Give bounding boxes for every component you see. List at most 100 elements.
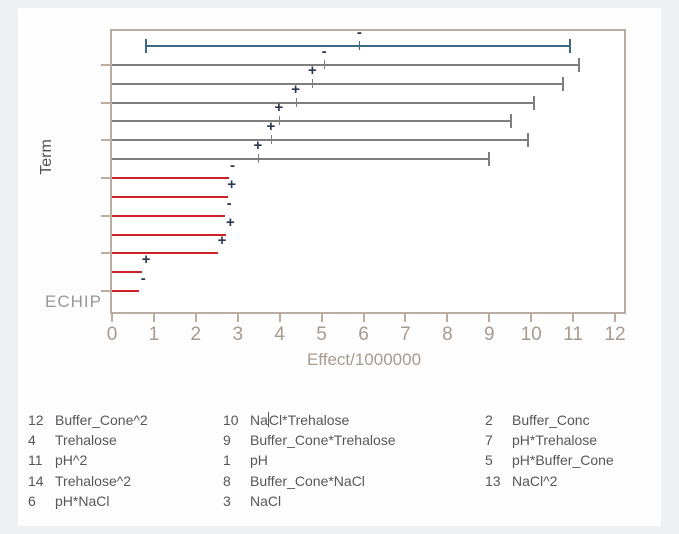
x-axis-tick [362,314,365,322]
y-axis-tick [101,214,110,217]
ci-upper-cap [533,95,536,110]
effect-sign: + [266,118,276,136]
effect-tick [278,116,280,126]
x-axis-tick-label: 4 [274,324,285,345]
legend-term-number: 14 [28,472,44,489]
effect-sign: + [227,175,237,193]
legend-term-number: 9 [223,432,231,449]
legend-term-label: Buffer_Cone*NaCl [250,472,365,489]
x-axis-tick-label: 3 [232,324,244,345]
legend-term-label: Buffer_Cone*Trehalose [250,432,396,449]
legend-item: 6 pH*NaCl [28,491,109,511]
y-axis-tick [101,101,110,104]
legend-term-label: pH [250,452,268,469]
effect-bar [112,233,227,236]
x-axis-tick-label: 11 [563,324,583,345]
ci-upper-cap [562,76,565,91]
legend-item: 12 Buffer_Cone^2 [28,410,148,430]
effect-bar [112,290,140,293]
legend-term-label: Buffer_Cone^2 [55,412,148,428]
ci-upper-cap [577,57,580,72]
legend-item: 9 Buffer_Cone*Trehalose [223,430,396,450]
effect-bar [145,45,571,47]
effect-bar [112,101,535,104]
legend-term-label: NaCl*Trehalose [250,412,350,428]
legend-term-number: 8 [223,472,231,489]
x-axis-tick [530,314,533,322]
x-axis-tick [152,314,155,322]
ci-upper-cap [509,114,512,129]
legend-term-label: Buffer_Conc [512,412,590,428]
effect-sign: + [274,99,284,117]
legend-item: 8 Buffer_Cone*NaCl [223,471,365,491]
x-axis-tick [194,314,197,322]
x-axis-tick [320,314,323,322]
ci-upper-cap [488,152,491,167]
effect-bar [112,63,579,66]
x-axis-tick-label: 12 [604,324,626,345]
legend-item: 2 Buffer_Conc [485,410,590,430]
effect-bar [112,214,226,217]
y-axis-title: Term [38,139,55,175]
x-axis-tick [278,314,281,322]
effect-sign: - [140,270,146,288]
legend-item: 7 pH*Trehalose [485,430,597,450]
effect-bar [112,158,490,161]
effect-bar [112,271,143,274]
y-axis-tick [101,176,110,179]
legend-item: 10 NaCl*Trehalose [223,410,349,430]
effect-sign: + [307,61,317,79]
text-cursor [267,412,269,427]
legend-item: 3 NaCl [223,491,281,511]
legend-term-number: 1 [223,452,231,469]
effect-tick [257,154,259,164]
effect-sign: - [356,24,362,41]
legend-term-number: 6 [28,492,36,509]
legend-item: 14 Trehalose^2 [28,471,131,491]
legend-term-number: 7 [485,432,493,449]
legend-item: 4 Trehalose [28,430,117,450]
x-axis-tick [572,314,575,322]
x-axis-tick-label: 9 [483,324,495,345]
x-axis-tick-label: 7 [400,324,411,345]
effect-bar [112,82,564,85]
effect-sign: - [230,156,236,174]
legend-term-label: Trehalose^2 [55,472,132,489]
effect-sign: + [226,213,235,231]
y-axis-tick [101,139,110,142]
legend-item: 11 pH^2 [28,450,87,470]
x-axis-tick-label: 10 [520,324,542,345]
effect-bar [112,139,529,142]
effect-bar [112,176,229,179]
legend-term-number: 5 [485,452,493,469]
legend-term-number: 11 [28,452,43,469]
effect-tick [359,41,361,50]
legend-term-number: 4 [28,432,36,449]
x-axis-tick-label: 1 [148,324,160,345]
legend-term-label: pH^2 [55,452,88,469]
legend-item: 1 pH [223,450,268,470]
legend-term-label: pH*Buffer_Cone [512,452,614,469]
legend-term-number: 3 [223,492,231,509]
legend-term-label: NaCl^2 [512,472,558,489]
ci-upper-cap [569,39,572,53]
effect-sign: + [217,232,227,250]
legend-term-number: 10 [223,412,239,428]
effect-sign: + [141,251,151,269]
legend-term-label: NaCl [250,492,282,509]
x-axis-tick [488,314,491,322]
legend-term-label: Trehalose [55,432,117,449]
effect-tick [312,78,314,88]
legend-term-number: 13 [485,472,501,489]
effect-bar [112,120,511,123]
effect-bar [112,195,228,198]
effect-tick [270,135,272,145]
effect-sign: + [291,80,300,98]
legend-item: 13 NaCl^2 [485,471,557,491]
x-axis-tick [404,314,407,322]
legend-term-number: 12 [28,412,44,428]
legend-term-number: 2 [485,412,493,428]
x-axis-tick [614,314,617,322]
x-axis-title: Effect/1000000 [306,350,422,369]
